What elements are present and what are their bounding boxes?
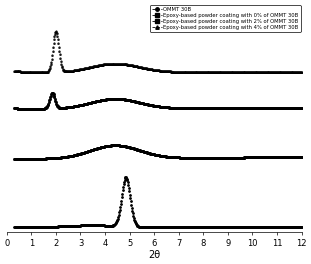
X-axis label: 2θ: 2θ — [148, 250, 160, 260]
Legend: OMMT 30B, Epoxy-based powder coating with 0% of OMMT 30B, Epoxy-based powder coa: OMMT 30B, Epoxy-based powder coating wit… — [150, 5, 300, 32]
